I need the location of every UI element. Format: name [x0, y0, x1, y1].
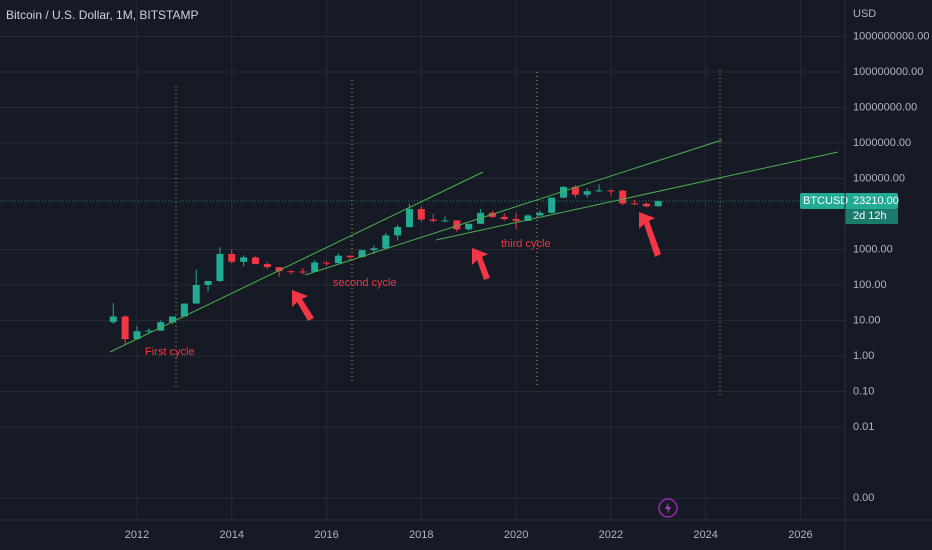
- candle-body: [548, 197, 556, 213]
- candle-body: [216, 253, 224, 281]
- y-tick-label: 1000.00: [853, 243, 893, 255]
- candle-body: [145, 330, 153, 332]
- x-tick-label: 2018: [409, 529, 433, 541]
- y-tick-label: 10000000.00: [853, 101, 917, 113]
- candle-body: [311, 262, 319, 272]
- candle-body: [536, 212, 544, 216]
- alert-icon[interactable]: [658, 498, 678, 518]
- x-tick-label: 2026: [788, 529, 812, 541]
- arrows: [292, 212, 661, 321]
- candle-body: [559, 186, 567, 198]
- y-tick-label: 1000000000.00: [853, 30, 929, 42]
- candle-body: [417, 209, 425, 220]
- countdown-box: [845, 209, 898, 225]
- trend-line: [109, 171, 484, 353]
- candle-body: [429, 219, 437, 221]
- candle-body: [346, 255, 354, 258]
- annotation: third cycle: [501, 238, 551, 250]
- arrow: [292, 290, 314, 321]
- candle-body: [382, 235, 390, 249]
- candle-body: [204, 280, 212, 286]
- candle-body: [121, 316, 129, 340]
- candle-body: [453, 220, 461, 230]
- y-tick-label: 0.01: [853, 421, 874, 433]
- y-tick-label: 0.10: [853, 385, 874, 397]
- candle-body: [394, 227, 402, 236]
- candle-body: [583, 191, 591, 195]
- candle-body: [263, 264, 271, 268]
- candle-body: [488, 212, 496, 217]
- trend-line: [435, 151, 839, 241]
- trend-lines: [109, 139, 839, 353]
- y-tick-label: 1000000.00: [853, 137, 911, 149]
- y-tick-label: 100000000.00: [853, 66, 923, 78]
- candle-body: [299, 271, 307, 273]
- candle-body: [370, 248, 378, 251]
- candle-body: [571, 186, 579, 195]
- candle-body: [642, 203, 650, 207]
- y-tick-label: 100000.00: [853, 172, 905, 184]
- candle-body: [109, 316, 117, 323]
- x-tick-label: 2022: [599, 529, 623, 541]
- candle-body: [228, 253, 236, 262]
- y-tick-label: 100.00: [853, 279, 887, 291]
- alert-bolt: [665, 502, 671, 514]
- candle-body: [133, 331, 141, 340]
- arrow: [472, 248, 490, 280]
- candle-body: [524, 215, 532, 221]
- candle-body: [631, 203, 639, 205]
- candle-body: [405, 209, 413, 228]
- candle-body: [619, 190, 627, 204]
- y-tick-label: 10.00: [853, 314, 881, 326]
- candle-body: [192, 285, 200, 304]
- x-tick-label: 2024: [693, 529, 717, 541]
- candle-body: [169, 316, 177, 323]
- candle-body: [251, 257, 259, 265]
- candle-body: [157, 322, 165, 331]
- price-tag-value: 23210.00: [853, 195, 899, 207]
- y-tick-label: 0.00: [853, 492, 874, 504]
- candle-body: [180, 303, 188, 317]
- price-tag-box: [800, 193, 898, 210]
- candle-body: [512, 219, 520, 221]
- candle-body: [240, 257, 248, 262]
- annotation: second cycle: [333, 277, 397, 289]
- annotation: First cycle: [145, 346, 195, 358]
- price-tag-symbol: BTCUSD: [803, 195, 848, 207]
- candle-body: [287, 271, 295, 273]
- x-tick-label: 2016: [314, 529, 338, 541]
- trend-line: [304, 139, 723, 276]
- candle-body: [275, 267, 283, 272]
- x-tick-label: 2014: [220, 529, 244, 541]
- cycle-separators: [175, 70, 721, 398]
- x-tick-label: 2012: [125, 529, 149, 541]
- candle-body: [595, 190, 603, 192]
- candle-body: [654, 201, 662, 207]
- arrow: [639, 212, 661, 257]
- price-tag-countdown: 2d 12h: [853, 210, 887, 222]
- candle-body: [358, 250, 366, 258]
- chart-title: Bitcoin / U.S. Dollar, 1M, BITSTAMP: [6, 8, 199, 22]
- candle-body: [607, 190, 615, 192]
- y-tick-label: 1.00: [853, 350, 874, 362]
- x-tick-label: 2020: [504, 529, 528, 541]
- candle-body: [465, 223, 473, 230]
- y-axis-label: USD: [853, 8, 876, 20]
- candle-body: [323, 262, 331, 264]
- price-tag: BTCUSD 23210.00 2d 12h: [0, 193, 899, 225]
- candle-body: [500, 216, 508, 220]
- candle-body: [441, 220, 449, 222]
- candle-body: [334, 255, 342, 264]
